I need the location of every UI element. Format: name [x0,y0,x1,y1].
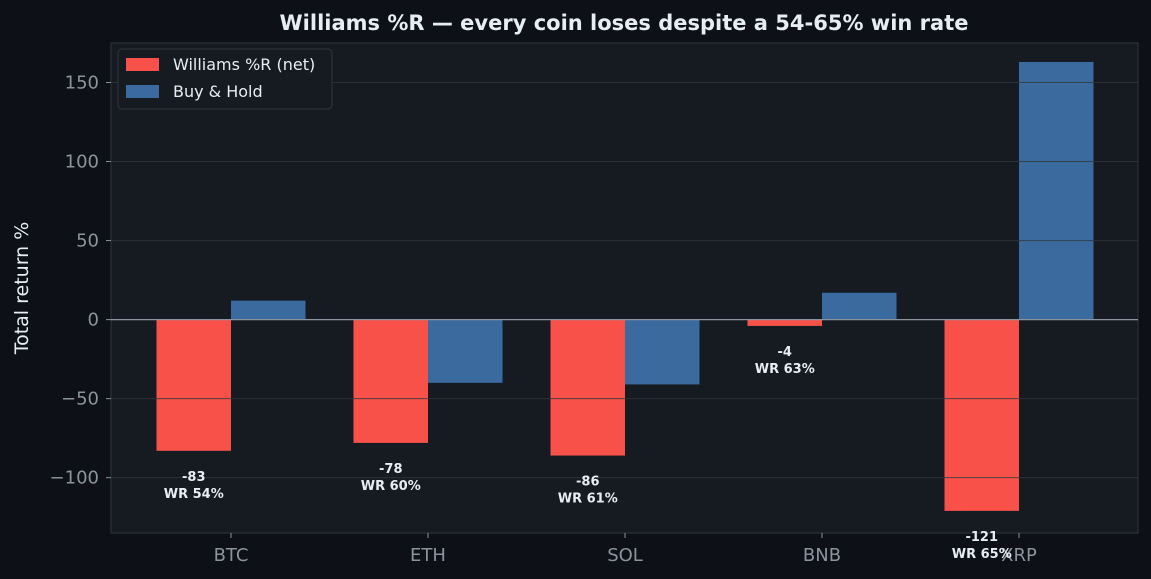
bar-williams-sol [550,319,625,456]
plot-area: 150 100 50 0 −50 −100 BTC ETH SOL BNB XRP -83 WR 54%… [50,42,1139,566]
x-tick-label-btc: BTC [214,545,249,566]
chart-title: Williams %R — every coin loses despite a… [280,11,969,35]
win-rate-label: WR 60% [361,479,421,494]
legend-swatch-williams [126,58,159,71]
x-tick-label-eth: ETH [410,545,446,566]
legend [117,48,333,110]
bar-value-label: -4 [778,345,792,360]
y-tick-label: −50 [61,389,99,410]
x-tick-label-xrp: XRP [1001,545,1037,566]
bar-buy-hold-bnb [822,292,897,320]
bar-williams-xrp [944,319,1019,511]
legend-label-buy-hold: Buy & Hold [173,82,263,101]
y-tick-label: −100 [50,468,99,489]
bar-williams-bnb [747,319,822,326]
bar-buy-hold-eth [428,319,503,383]
legend-label-williams: Williams %R (net) [173,55,315,74]
y-tick-label: 50 [76,231,99,252]
bar-williams-btc [156,319,231,451]
y-tick-label: 100 [65,152,99,173]
bar-value-label: -121 [965,530,998,545]
bar-buy-hold-xrp [1019,61,1094,320]
bar-williams-eth [353,319,428,443]
win-rate-label: WR 63% [755,362,815,377]
bar-buy-hold-btc [231,300,306,320]
bar-value-label: -78 [379,462,403,477]
legend-swatch-buy-hold [126,85,159,98]
y-axis-label: Total return % [11,222,33,356]
bar-buy-hold-sol [625,319,700,385]
x-tick-label-sol: SOL [607,545,643,566]
win-rate-label: WR 54% [164,487,224,502]
win-rate-label: WR 65% [952,547,1012,562]
bar-value-label: -86 [576,475,600,490]
win-rate-label: WR 61% [558,492,618,507]
y-tick-label: 150 [65,73,99,94]
y-tick-label: 0 [88,310,99,331]
x-tick-label-bnb: BNB [803,545,841,566]
bar-value-label: -83 [182,470,206,485]
